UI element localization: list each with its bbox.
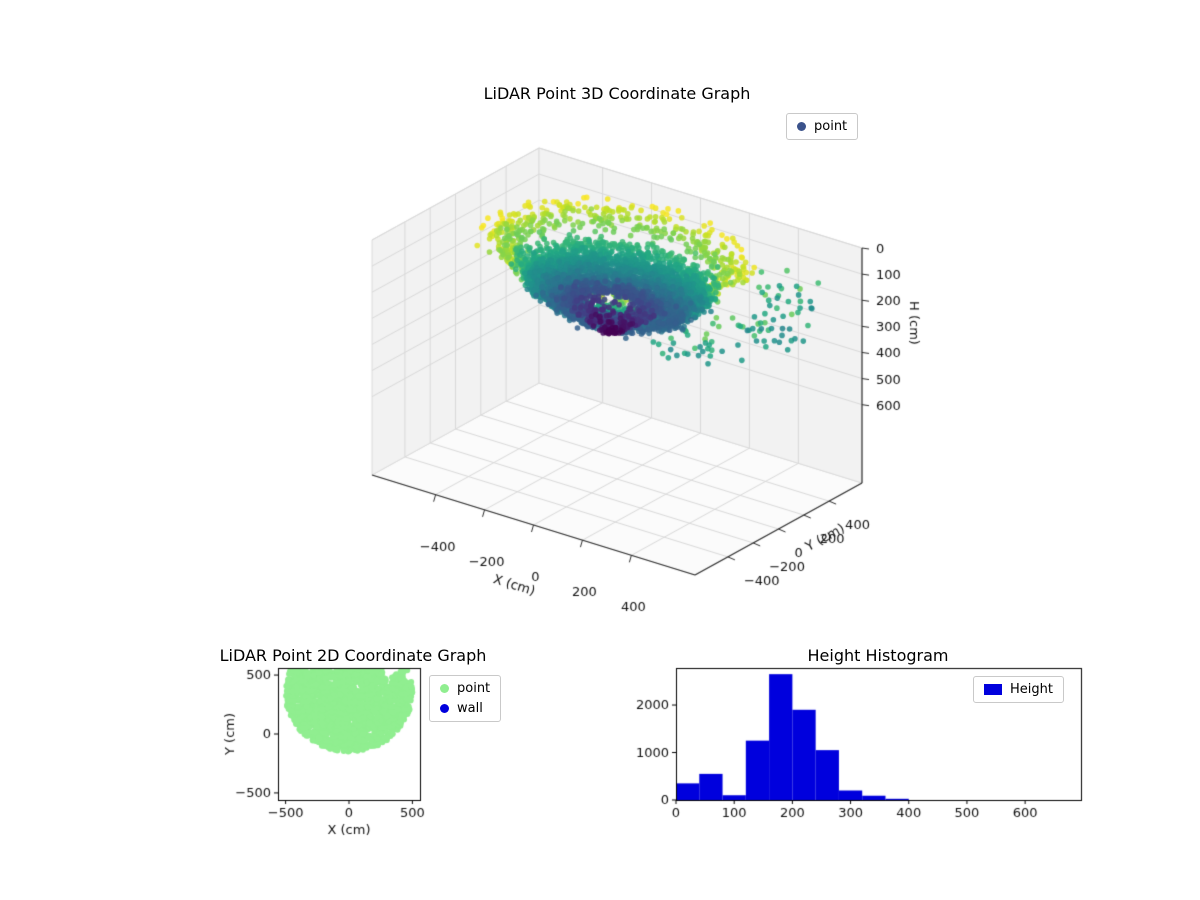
legend-label: point	[457, 681, 491, 696]
legend-2d: point wall	[429, 675, 502, 722]
legend-height-swatch-icon	[984, 684, 1002, 695]
title-histogram: Height Histogram	[807, 646, 949, 665]
legend-item-wall: wall	[440, 700, 490, 717]
legend-item-point: point	[797, 118, 847, 135]
legend-item-point: point	[440, 680, 490, 697]
legend-label: wall	[457, 701, 483, 716]
title-3d-chart: LiDAR Point 3D Coordinate Graph	[483, 84, 751, 103]
legend-wall-marker-icon	[440, 704, 449, 713]
legend-label: point	[814, 119, 848, 134]
legend-point-marker-icon	[440, 684, 449, 693]
legend-3d: point	[786, 113, 859, 140]
legend-item-height: Height	[984, 681, 1053, 698]
legend-histogram: Height	[973, 676, 1064, 703]
legend-label: Height	[1010, 682, 1053, 697]
title-2d-chart: LiDAR Point 2D Coordinate Graph	[219, 646, 487, 665]
legend-point-marker-icon	[797, 122, 806, 131]
